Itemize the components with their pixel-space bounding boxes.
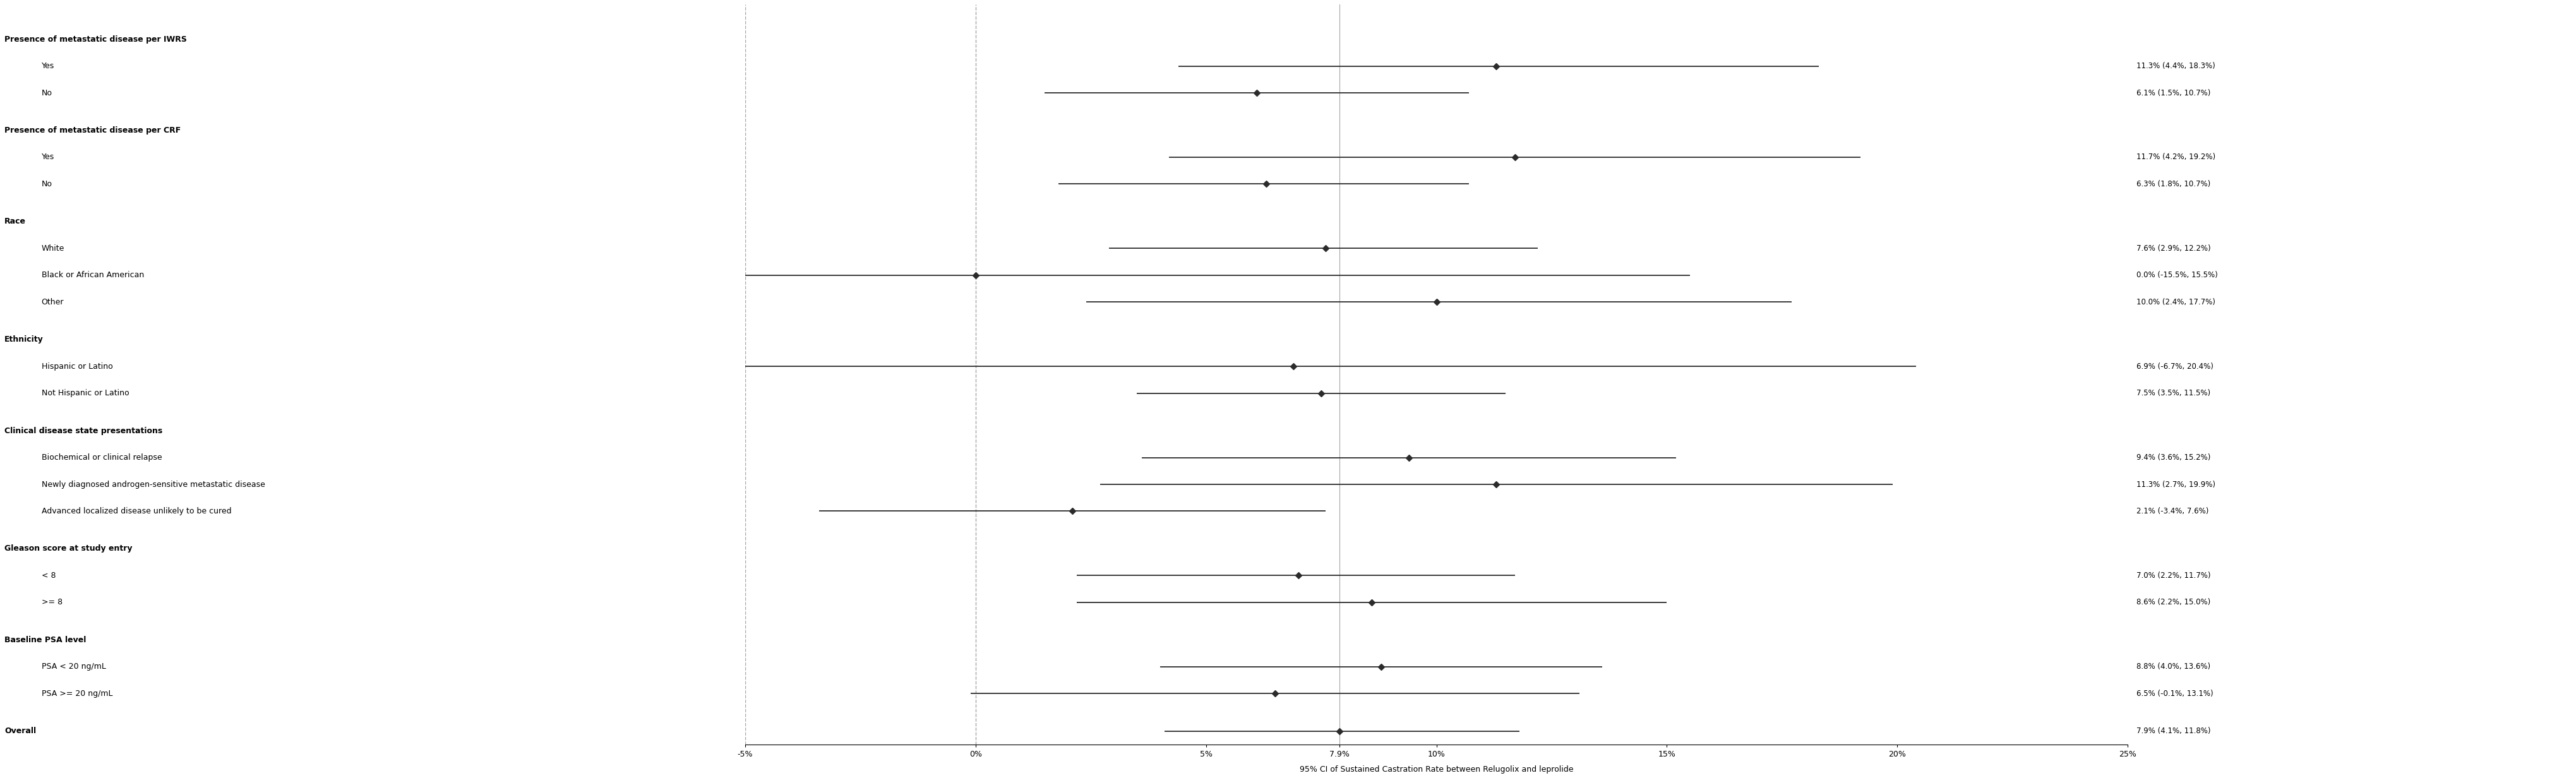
Text: < 8: < 8 (41, 571, 57, 580)
Text: PSA < 20 ng/mL: PSA < 20 ng/mL (41, 663, 106, 671)
Text: 11.3% (2.7%, 19.9%): 11.3% (2.7%, 19.9%) (2136, 480, 2215, 489)
Text: 6.1% (1.5%, 10.7%): 6.1% (1.5%, 10.7%) (2136, 89, 2210, 97)
Text: 8.6% (2.2%, 15.0%): 8.6% (2.2%, 15.0%) (2136, 598, 2210, 607)
Text: 7.9% (4.1%, 11.8%): 7.9% (4.1%, 11.8%) (2136, 727, 2210, 735)
Text: >= 8: >= 8 (41, 598, 62, 607)
Text: 7.0% (2.2%, 11.7%): 7.0% (2.2%, 11.7%) (2136, 571, 2210, 580)
Text: 7.5% (3.5%, 11.5%): 7.5% (3.5%, 11.5%) (2136, 389, 2210, 398)
Text: No: No (41, 89, 52, 97)
Text: No: No (41, 180, 52, 188)
Text: Overall: Overall (5, 727, 36, 735)
Text: 11.3% (4.4%, 18.3%): 11.3% (4.4%, 18.3%) (2136, 62, 2215, 70)
Text: Newly diagnosed androgen-sensitive metastatic disease: Newly diagnosed androgen-sensitive metas… (41, 480, 265, 489)
Text: 0.0% (-15.5%, 15.5%): 0.0% (-15.5%, 15.5%) (2136, 271, 2218, 279)
Text: 6.5% (-0.1%, 13.1%): 6.5% (-0.1%, 13.1%) (2136, 689, 2213, 698)
Text: 9.4% (3.6%, 15.2%): 9.4% (3.6%, 15.2%) (2136, 454, 2210, 461)
Text: 10.0% (2.4%, 17.7%): 10.0% (2.4%, 17.7%) (2136, 298, 2215, 306)
Text: Advanced localized disease unlikely to be cured: Advanced localized disease unlikely to b… (41, 507, 232, 515)
Text: Ethnicity: Ethnicity (5, 335, 44, 344)
Text: Presence of metastatic disease per CRF: Presence of metastatic disease per CRF (5, 126, 180, 135)
Text: 7.6% (2.9%, 12.2%): 7.6% (2.9%, 12.2%) (2136, 244, 2210, 253)
Text: Biochemical or clinical relapse: Biochemical or clinical relapse (41, 454, 162, 461)
Text: 6.3% (1.8%, 10.7%): 6.3% (1.8%, 10.7%) (2136, 180, 2210, 188)
Text: PSA >= 20 ng/mL: PSA >= 20 ng/mL (41, 689, 113, 698)
Text: Black or African American: Black or African American (41, 271, 144, 279)
Text: Yes: Yes (41, 62, 54, 70)
Text: Clinical disease state presentations: Clinical disease state presentations (5, 426, 162, 435)
Text: Not Hispanic or Latino: Not Hispanic or Latino (41, 389, 129, 398)
Text: 8.8% (4.0%, 13.6%): 8.8% (4.0%, 13.6%) (2136, 663, 2210, 671)
Text: Baseline PSA level: Baseline PSA level (5, 636, 85, 644)
Text: 6.9% (-6.7%, 20.4%): 6.9% (-6.7%, 20.4%) (2136, 363, 2213, 370)
Text: 2.1% (-3.4%, 7.6%): 2.1% (-3.4%, 7.6%) (2136, 507, 2208, 515)
Text: Race: Race (5, 218, 26, 226)
X-axis label: 95% CI of Sustained Castration Rate between Relugolix and leprolide: 95% CI of Sustained Castration Rate betw… (1298, 766, 1574, 773)
Text: Other: Other (41, 298, 64, 306)
Text: Presence of metastatic disease per IWRS: Presence of metastatic disease per IWRS (5, 35, 188, 44)
Text: Hispanic or Latino: Hispanic or Latino (41, 363, 113, 370)
Text: Gleason score at study entry: Gleason score at study entry (5, 545, 131, 553)
Text: 11.7% (4.2%, 19.2%): 11.7% (4.2%, 19.2%) (2136, 153, 2215, 161)
Text: White: White (41, 244, 64, 253)
Text: Yes: Yes (41, 153, 54, 161)
